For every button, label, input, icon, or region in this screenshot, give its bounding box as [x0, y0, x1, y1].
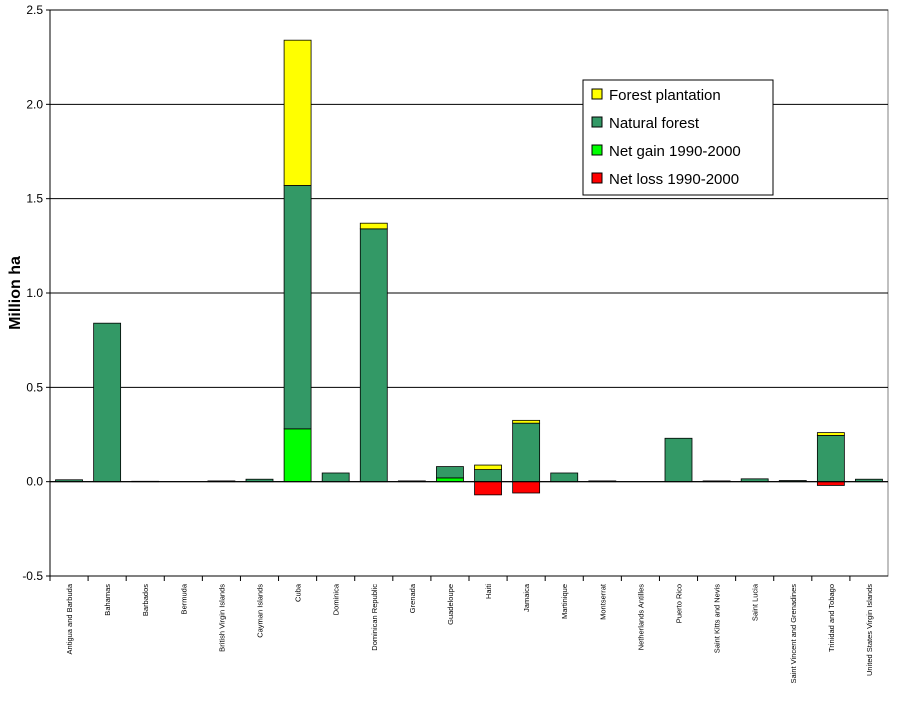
- bar-natural-forest: [93, 322, 122, 483]
- y-axis-label: Million ha: [7, 256, 24, 330]
- bar-natural-forest: [664, 437, 693, 483]
- legend-label: Natural forest: [609, 115, 700, 132]
- bar-forest-plantation: [512, 419, 541, 424]
- y-tick-label: 1.0: [26, 286, 43, 300]
- x-category-label: British Virgin Islands: [217, 584, 226, 652]
- y-tick-labels: -0.5 0.0 0.5 1.0 1.5 2.0 2.5: [22, 3, 43, 583]
- legend-swatch: [591, 116, 603, 128]
- x-category-label: Cuba: [294, 583, 303, 602]
- x-category-label: Haiti: [484, 584, 493, 599]
- x-category-label: Puerto Rico: [675, 584, 684, 623]
- x-category-label: Dominica: [332, 583, 341, 615]
- bar-natural-forest: [321, 472, 350, 483]
- x-category-label: Guadeloupe: [446, 584, 455, 625]
- x-category-label: Antigua and Barbuda: [65, 583, 74, 654]
- bar-natural-forest: [512, 422, 541, 483]
- bar-net-loss-1990-2000: [512, 481, 541, 494]
- x-category-label: Barbados: [141, 584, 150, 616]
- x-category-label: Saint Lucia: [751, 583, 760, 621]
- bar-natural-forest: [550, 472, 579, 483]
- bar-net-loss-1990-2000: [474, 481, 502, 496]
- bar-forest-plantation: [816, 432, 845, 436]
- legend-label: Net loss 1990-2000: [609, 171, 739, 188]
- legend-swatch: [591, 88, 603, 100]
- bar-forest-plantation: [283, 39, 312, 186]
- x-category-label: Saint Kitts and Nevis: [713, 584, 722, 653]
- x-category-labels: Antigua and Barbuda Bahamas Barbados Bermud…: [65, 583, 874, 683]
- legend-label: Net gain 1990-2000: [609, 143, 741, 160]
- legend: Forest plantation Natural forest Net gain …: [582, 79, 774, 196]
- x-category-label: Bermuda: [179, 583, 188, 614]
- bar-natural-forest: [436, 466, 464, 479]
- y-tick-label: 0.0: [26, 475, 43, 489]
- x-category-label: Martinique: [560, 584, 569, 619]
- legend-swatch: [591, 144, 603, 156]
- legend-swatch: [591, 172, 603, 184]
- bar-natural-forest: [474, 469, 502, 483]
- x-category-label: Netherlands Antilles: [636, 584, 645, 651]
- bar-natural-forest: [816, 435, 845, 483]
- x-category-label: Saint Vincent and Grenadines: [789, 584, 798, 684]
- axes: [46, 9, 888, 581]
- y-tick-label: 1.5: [26, 192, 43, 206]
- x-category-label: Cayman Islands: [256, 584, 265, 638]
- y-tick-label: 2.5: [26, 3, 43, 17]
- y-tick-label: 0.5: [26, 380, 43, 394]
- x-category-label: Dominican Republic: [370, 584, 379, 651]
- bar-net-gain-1990-2000: [283, 428, 312, 483]
- x-category-label: Bahamas: [103, 584, 112, 616]
- y-tick-label: 2.0: [26, 97, 43, 111]
- bar-natural-forest: [359, 228, 388, 483]
- x-category-label: Grenada: [408, 583, 417, 613]
- bar-natural-forest: [283, 185, 312, 430]
- x-category-label: Trinidad and Tobago: [827, 584, 836, 652]
- legend-label: Forest plantation: [609, 87, 721, 104]
- y-tick-label: -0.5: [22, 569, 43, 583]
- x-category-label: Montserrat: [598, 583, 607, 620]
- legend-box: [582, 79, 774, 196]
- bar-forest-plantation: [359, 222, 388, 230]
- x-category-label: United States Virgin Islands: [865, 584, 874, 676]
- x-category-label: Jamaica: [522, 583, 531, 612]
- bar-forest-plantation: [474, 464, 502, 470]
